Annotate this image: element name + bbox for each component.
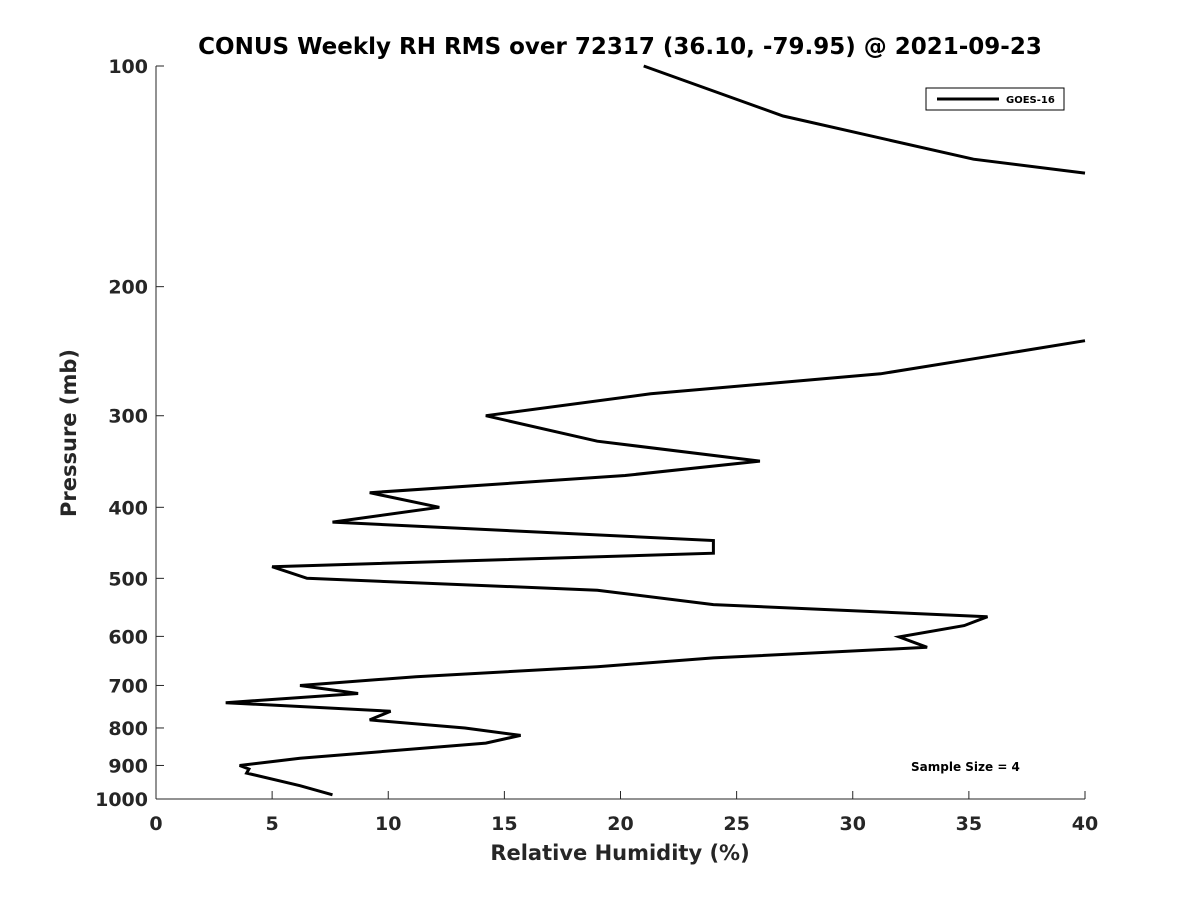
chart-title: CONUS Weekly RH RMS over 72317 (36.10, -… [198,34,1042,60]
axes-layer [155,66,1085,800]
series-line-goes-16 [225,339,1086,797]
y-tick-label: 400 [108,497,148,519]
x-tick-label: 5 [266,813,279,835]
y-tick-label: 600 [108,626,148,648]
x-tick-label: 40 [1072,813,1098,835]
x-tick-label: 30 [840,813,866,835]
y-tick-label: 200 [108,277,148,299]
x-tick-label: 10 [375,813,401,835]
x-tick-label: 15 [491,813,517,835]
sample-size-annotation: Sample Size = 4 [911,760,1020,774]
y-ticks: 100 200 300 400 500 600 700 800 900 1000 [95,56,164,811]
y-tick-label: 1000 [95,789,148,811]
x-tick-label: 25 [723,813,749,835]
y-axis-title: Pressure (mb) [57,349,81,517]
x-ticks: 0 5 10 15 20 25 30 35 40 [149,791,1098,835]
y-tick-label: 100 [108,56,148,78]
y-tick-label: 800 [108,718,148,740]
x-tick-label: 20 [607,813,633,835]
y-tick-label: 300 [108,406,148,428]
legend: GOES-16 [925,87,1065,111]
x-tick-label: 0 [149,813,162,835]
legend-label-goes-16: GOES-16 [1006,95,1055,106]
y-tick-label: 900 [108,755,148,777]
y-tick-label: 500 [108,568,148,590]
series-layer [225,64,1086,797]
x-tick-label: 35 [956,813,982,835]
x-axis-title: Relative Humidity (%) [490,841,749,865]
y-tick-label: 700 [108,675,148,697]
series-line-goes-16 [643,64,1086,175]
